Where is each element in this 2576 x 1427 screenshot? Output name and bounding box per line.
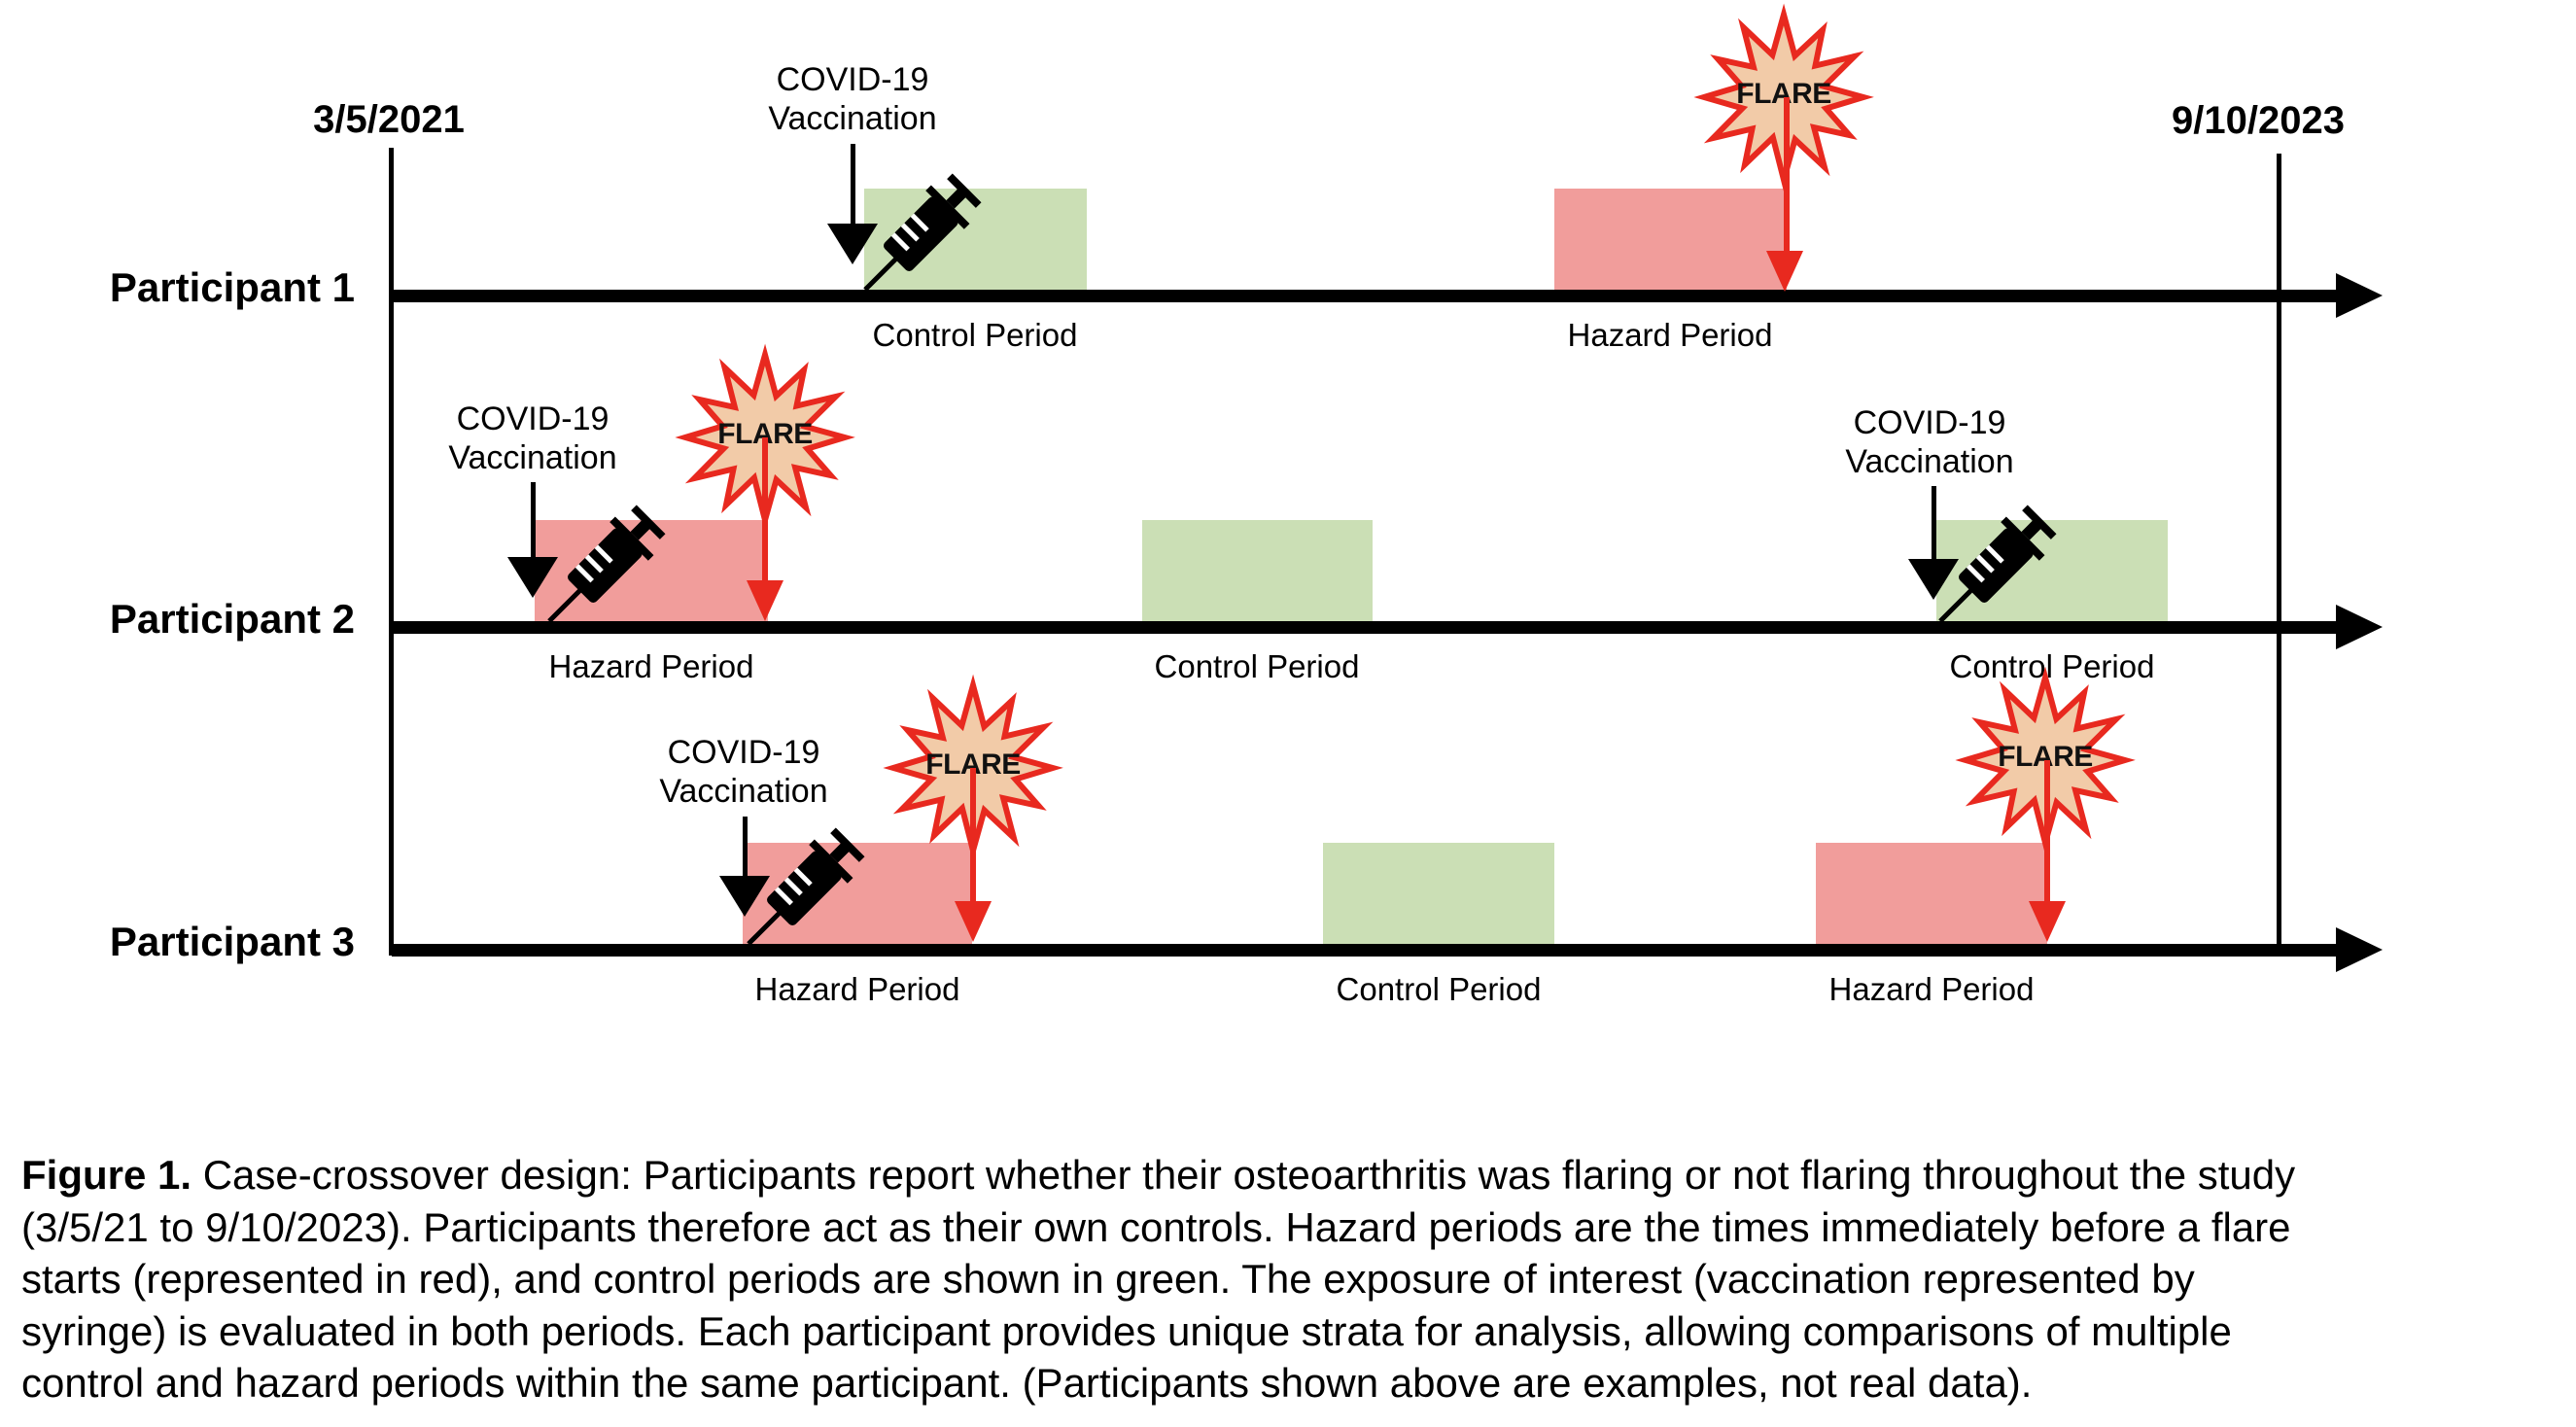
- participant-3-flare-arrow-left: [970, 768, 976, 903]
- study-start-boundary-line: [389, 148, 394, 956]
- participant-3-control-period-box: [1323, 843, 1554, 944]
- participant-3-hazard-period-label-left: Hazard Period: [754, 971, 960, 1007]
- figure-caption-number: Figure 1.: [21, 1152, 192, 1198]
- participant-1-hazard-period-label: Hazard Period: [1567, 317, 1773, 353]
- participant-2-vaccination-arrowhead-icon-right: [1908, 559, 1959, 600]
- vaccination-label-line2: Vaccination: [659, 773, 828, 810]
- participant-1-timeline-arrowhead-icon: [2336, 273, 2383, 318]
- participant-1-hazard-period-box: [1554, 189, 1787, 290]
- caption-line: starts (represented in red), and control…: [21, 1256, 2195, 1302]
- participant-2-vaccination-arrowhead-icon: [507, 557, 558, 598]
- study-end-boundary-line: [2277, 154, 2281, 956]
- participant-1-vaccination-arrow: [851, 144, 855, 226]
- vaccination-label-line1: COVID-19: [1853, 404, 2006, 441]
- participant-3-flare-arrow-right: [2044, 760, 2050, 903]
- caption-line: (3/5/21 to 9/10/2023). Participants ther…: [21, 1203, 2291, 1250]
- study-start-date: 3/5/2021: [313, 98, 465, 141]
- participant-2-control-period-label-right: Control Period: [1949, 648, 2155, 684]
- participant-3-control-period-label: Control Period: [1336, 971, 1542, 1007]
- participant-3-vaccination-arrow: [743, 817, 748, 878]
- participant-2-control-period-label-mid: Control Period: [1154, 648, 1360, 684]
- participant-1-vaccination-arrowhead-icon: [827, 224, 878, 264]
- participant-3-flare-arrowhead-icon-left: [955, 901, 992, 942]
- vaccination-label-line1: COVID-19: [667, 734, 820, 771]
- participant-1-control-period-label: Control Period: [872, 317, 1078, 353]
- vaccination-label-line1: COVID-19: [456, 400, 609, 437]
- participant-3-timeline: [392, 944, 2338, 957]
- participant-2-flare-arrow: [762, 437, 768, 582]
- participant-2-timeline-arrowhead-icon: [2336, 605, 2383, 649]
- participant-1-timeline: [392, 290, 2338, 302]
- participant-2-vaccination-arrow-right: [1932, 486, 1936, 561]
- caption-line: control and hazard periods within the sa…: [21, 1360, 2033, 1406]
- participant-3-vaccination-arrowhead-icon: [719, 876, 770, 917]
- participant-2-vaccination-label: COVID-19 Vaccination: [387, 400, 679, 477]
- participant-3-hazard-period-box-right: [1816, 843, 2047, 944]
- participant-1-syringe-icon: [863, 173, 982, 292]
- participant-3-hazard-period-label-right: Hazard Period: [1828, 971, 2035, 1007]
- figure-caption: Figure 1. Case-crossover design: Partici…: [21, 1149, 2568, 1410]
- participant-2-label: Participant 2: [109, 596, 355, 642]
- caption-line: syringe) is evaluated in both periods. E…: [21, 1307, 2232, 1354]
- participant-2-control-period-box-mid: [1142, 520, 1373, 621]
- vaccination-label-line2: Vaccination: [448, 439, 617, 476]
- participant-1-vaccination-label: COVID-19 Vaccination: [707, 60, 998, 138]
- participant-3-label: Participant 3: [109, 919, 355, 964]
- participant-1-flare-arrow: [1784, 97, 1790, 251]
- participant-2-syringe-icon: [547, 505, 666, 623]
- vaccination-label-line2: Vaccination: [768, 100, 937, 137]
- participant-2-vaccination-label-right: COVID-19 Vaccination: [1784, 403, 2075, 481]
- participant-2-timeline: [392, 621, 2338, 634]
- participant-2-flare-arrowhead-icon: [747, 580, 783, 621]
- participant-3-syringe-icon: [747, 827, 865, 946]
- vaccination-label-line2: Vaccination: [1845, 443, 2014, 480]
- participant-2-hazard-period-label: Hazard Period: [548, 648, 754, 684]
- vaccination-label-line1: COVID-19: [776, 61, 929, 98]
- participant-3-vaccination-label: COVID-19 Vaccination: [598, 733, 889, 811]
- study-end-date: 9/10/2023: [2172, 99, 2345, 142]
- participant-1-flare-arrowhead-icon: [1766, 251, 1803, 292]
- caption-line: Case-crossover design: Participants repo…: [202, 1152, 2296, 1198]
- participant-3-timeline-arrowhead-icon: [2336, 927, 2383, 972]
- participant-3-flare-arrowhead-icon-right: [2029, 901, 2066, 942]
- participant-2-vaccination-arrow: [531, 482, 536, 559]
- participant-1-label: Participant 1: [109, 264, 355, 310]
- participant-2-syringe-icon-right: [1938, 505, 2057, 623]
